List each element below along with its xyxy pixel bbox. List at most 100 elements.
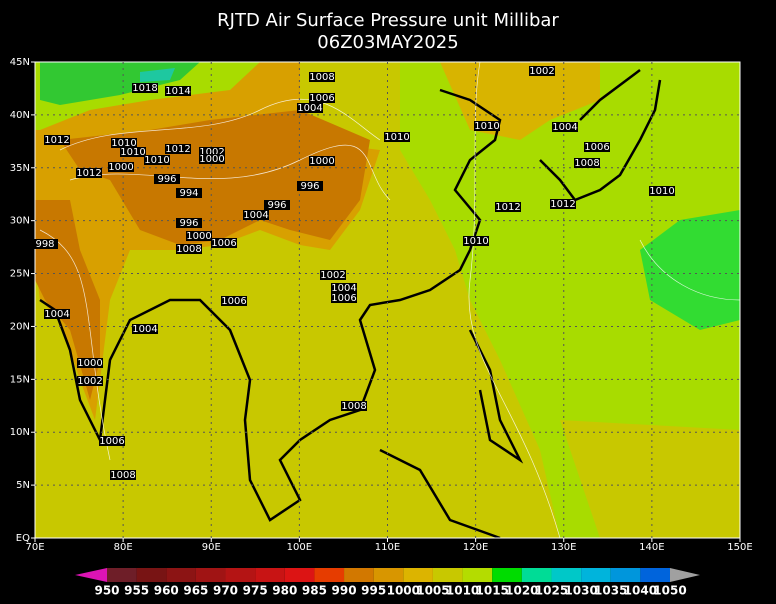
- colorbar-box: [640, 568, 670, 582]
- colorbar-label: 1020: [505, 584, 538, 598]
- colorbar-box: [107, 568, 137, 582]
- contour-label-bg: [111, 138, 137, 148]
- lon-label: 110E: [375, 542, 400, 553]
- contour-label: 1012: [76, 168, 101, 179]
- contour-label: 1002: [320, 270, 345, 281]
- lat-label: 30N: [10, 216, 30, 227]
- contour-label-bg: [120, 147, 146, 157]
- colorbar-label: 985: [302, 584, 327, 598]
- contour-label: 1010: [384, 132, 409, 143]
- subtitle: 06Z03MAY2025: [317, 32, 458, 53]
- colorbar-box: [521, 568, 552, 582]
- colorbar-label: 955: [124, 584, 149, 598]
- lat-label: 25N: [10, 269, 30, 280]
- contour-label: 1010: [463, 236, 488, 247]
- contour-label-bg: [552, 122, 578, 132]
- contour-label: 996: [267, 200, 286, 211]
- colorbar-label: 970: [213, 584, 238, 598]
- colorbar-label: 1050: [653, 584, 686, 598]
- lat-label: 15N: [10, 374, 30, 385]
- contour-label-bg: [44, 135, 70, 145]
- contour-label: 994: [179, 188, 198, 199]
- contour-label: 1002: [199, 147, 224, 158]
- contour-label-bg: [495, 202, 521, 212]
- colorbar-box: [344, 568, 374, 582]
- contour-label: 1004: [331, 283, 356, 294]
- contour-label-bg: [384, 132, 410, 142]
- colorbar-box: [255, 568, 285, 582]
- contour-label-bg: [165, 86, 191, 96]
- colorbar-box: [403, 568, 433, 582]
- contour-label-bg: [331, 293, 357, 303]
- contour-label-bg: [264, 200, 290, 210]
- colorbar-label: 995: [361, 584, 386, 598]
- contour-label-bg: [529, 66, 555, 76]
- colorbar-label: 1010: [446, 584, 479, 598]
- contour-label: 998: [35, 239, 54, 250]
- contour-label-bg: [297, 103, 323, 113]
- lat-label: 10N: [10, 427, 30, 438]
- colorbar-label: 960: [154, 584, 179, 598]
- contour-label-bg: [108, 162, 134, 172]
- colorbar-box: [225, 568, 256, 582]
- contour-label-bg: [584, 142, 610, 152]
- colorbar-label: 950: [94, 584, 119, 598]
- lon-label: 80E: [114, 542, 133, 553]
- contour-label-bg: [320, 270, 346, 280]
- colorbar-box: [432, 568, 463, 582]
- contour-label-bg: [144, 155, 170, 165]
- colorbar-box: [373, 568, 404, 582]
- lat-label: 20N: [10, 321, 30, 332]
- contour-label: 1004: [243, 210, 268, 221]
- contour-label: 1000: [77, 358, 102, 369]
- contour-label: 1012: [44, 135, 69, 146]
- contour-label-bg: [463, 236, 489, 246]
- contour-label: 1004: [132, 324, 157, 335]
- lon-label: 150E: [727, 542, 752, 553]
- contour-label: 1018: [132, 83, 157, 94]
- contour-label-bg: [154, 174, 180, 184]
- lon-label: 70E: [25, 542, 44, 553]
- contour-label: 1008: [574, 158, 599, 169]
- contour-label: 1010: [474, 121, 499, 132]
- contour-label-bg: [99, 436, 125, 446]
- contour-label-bg: [221, 296, 247, 306]
- colorbar-box: [581, 568, 611, 582]
- colorbar-box: [492, 568, 522, 582]
- contour-label-bg: [474, 121, 500, 131]
- contour-label-bg: [77, 376, 103, 386]
- contour-label: 1008: [309, 72, 334, 83]
- contour-label-bg: [550, 199, 576, 209]
- contour-label: 1012: [495, 202, 520, 213]
- lat-label: 45N: [10, 57, 30, 68]
- colorbar-box: [166, 568, 196, 582]
- contour-label-bg: [132, 324, 158, 334]
- contour-label-bg: [331, 283, 357, 293]
- lat-label: EQ: [16, 533, 30, 544]
- lat-label: 5N: [16, 480, 30, 491]
- lon-label: 140E: [639, 542, 664, 553]
- contour-label-bg: [243, 210, 269, 220]
- contour-label: 1002: [529, 66, 554, 77]
- contour-label-bg: [309, 93, 335, 103]
- contour-label: 1000: [199, 154, 224, 165]
- contour-label: 1014: [165, 86, 190, 97]
- contour-label: 1008: [341, 401, 366, 412]
- lat-label: 40N: [10, 110, 30, 121]
- contour-label: 1006: [584, 142, 609, 153]
- contour-label: 1000: [186, 231, 211, 242]
- colorbar-arrow-left: [75, 568, 107, 582]
- contour-label-bg: [176, 244, 202, 254]
- contour-label: 996: [300, 181, 319, 192]
- colorbar-label: 980: [272, 584, 297, 598]
- contour-label: 1010: [111, 138, 136, 149]
- contour-label-bg: [165, 144, 191, 154]
- contour-label: 1010: [120, 147, 145, 158]
- contour-label: 1004: [552, 122, 577, 133]
- colorbar-label: 990: [332, 584, 357, 598]
- colorbar-box: [314, 568, 345, 582]
- contour-label-bg: [309, 72, 335, 82]
- contour-label-bg: [211, 238, 237, 248]
- contour-label-bg: [77, 358, 103, 368]
